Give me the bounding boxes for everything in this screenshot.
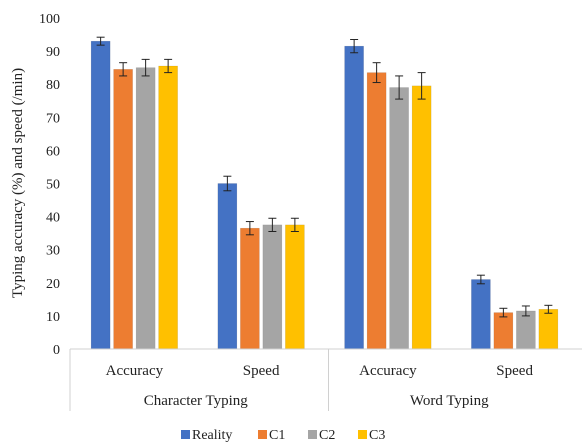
y-tick-label-30: 30 xyxy=(46,244,60,259)
y-tick-label-0: 0 xyxy=(53,343,60,358)
bar-c3-speed-1 xyxy=(285,224,305,350)
category-label-0: Accuracy xyxy=(106,363,164,379)
y-tick-label-60: 60 xyxy=(46,144,60,159)
bar-c3-speed-3 xyxy=(538,309,559,350)
bar-c2-speed-1 xyxy=(262,224,283,350)
y-tick-label-50: 50 xyxy=(46,178,60,193)
bar-reality-speed-1 xyxy=(217,183,238,350)
bar-c3-accuracy-2 xyxy=(411,85,432,350)
bar-c3-accuracy-0 xyxy=(158,65,178,350)
legend-swatch-reality xyxy=(181,430,190,439)
bar-c2-speed-3 xyxy=(516,310,536,350)
bar-reality-accuracy-0 xyxy=(90,40,111,350)
category-label-1: Speed xyxy=(243,363,280,379)
group-label-0: Character Typing xyxy=(144,393,249,409)
x-axis xyxy=(69,348,582,411)
category-label-2: Accuracy xyxy=(359,363,417,379)
y-axis-title: Typing accuracy (%) and speed (/min) xyxy=(10,68,26,298)
legend-label-c1: C1 xyxy=(269,428,285,443)
error-bars-layer xyxy=(96,36,553,318)
bars-layer xyxy=(90,40,559,350)
y-tick-label-70: 70 xyxy=(46,111,60,126)
bar-reality-speed-3 xyxy=(471,279,491,350)
bar-c2-accuracy-0 xyxy=(135,67,156,350)
category-label-3: Speed xyxy=(496,363,533,379)
bar-c1-accuracy-0 xyxy=(113,69,133,350)
bar-c1-speed-3 xyxy=(493,312,514,350)
y-axis-ticks: 0 10 20 30 40 50 60 70 80 90 100 xyxy=(39,12,60,358)
group-labels: Character Typing Word Typing xyxy=(144,393,489,409)
bar-c1-speed-1 xyxy=(240,227,260,350)
bar-reality-accuracy-2 xyxy=(344,45,364,350)
y-tick-label-100: 100 xyxy=(39,12,60,27)
y-tick-label-90: 90 xyxy=(46,45,60,60)
bar-c2-accuracy-2 xyxy=(389,87,409,350)
legend-label-c2: C2 xyxy=(319,428,335,443)
y-tick-label-20: 20 xyxy=(46,277,60,292)
group-label-1: Word Typing xyxy=(410,393,489,409)
legend-label-reality: Reality xyxy=(192,428,232,443)
legend-label-c3: C3 xyxy=(369,428,385,443)
y-axis-title-group: Typing accuracy (%) and speed (/min) xyxy=(10,68,26,298)
legend-swatch-c2 xyxy=(308,430,317,439)
legend-swatch-c3 xyxy=(358,430,367,439)
bar-c1-accuracy-2 xyxy=(366,72,387,350)
y-tick-label-10: 10 xyxy=(46,310,60,325)
y-tick-label-40: 40 xyxy=(46,211,60,226)
y-tick-label-80: 80 xyxy=(46,78,60,93)
legend: Reality C1 C2 C3 xyxy=(181,428,385,443)
legend-swatch-c1 xyxy=(258,430,267,439)
category-labels: Accuracy Speed Accuracy Speed xyxy=(106,363,534,379)
